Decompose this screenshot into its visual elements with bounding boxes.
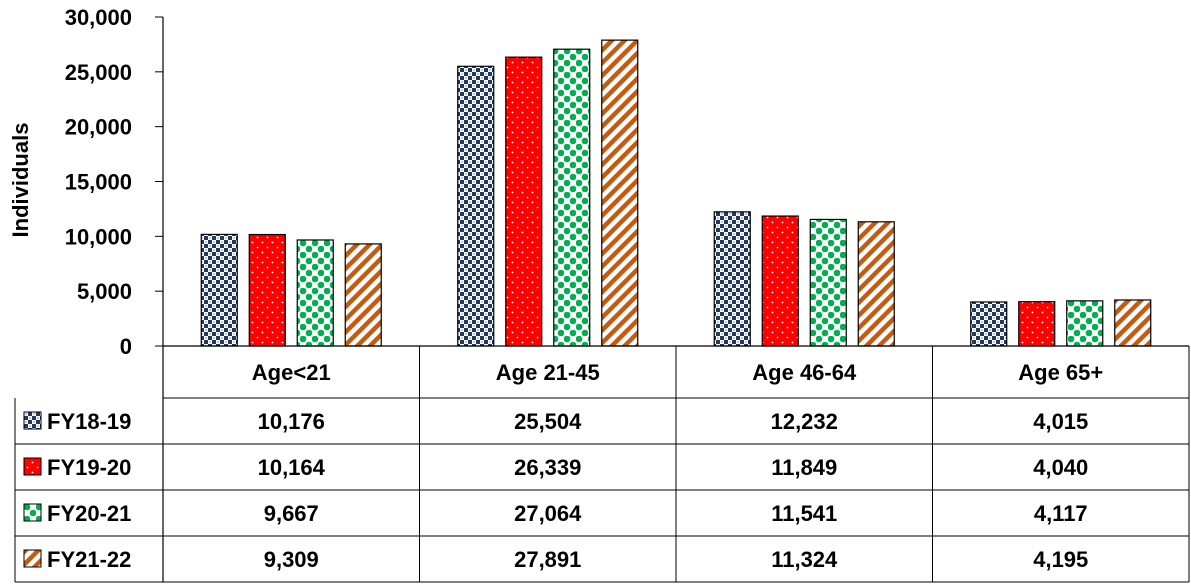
legend-label: FY19-20 [47,455,131,480]
bar [344,243,382,347]
bar [553,48,591,347]
x-tick-label: Age 46-64 [752,360,857,385]
x-tick-label: Age 65+ [1018,360,1103,385]
bar [713,211,751,347]
y-tick-label: 10,000 [65,224,132,249]
axes [162,17,1189,582]
data-table: Age<21 Age 21-45 Age 46-64 Age 65+ FY18-19 10… [14,346,1190,583]
legend-key [23,411,42,430]
legend-key [23,549,42,568]
bar [296,239,334,347]
y-tick-label: 30,000 [65,5,132,30]
bar [1114,299,1152,347]
data-table-cell: 11,324 [771,547,838,572]
data-table-cell: 25,504 [514,409,582,434]
y-tick-label: 0 [120,334,132,359]
data-table-cell: 9,309 [264,547,319,572]
data-table-cell: 27,891 [514,547,581,572]
bar [505,56,543,347]
data-table-cell: 26,339 [514,455,581,480]
y-tick-label: 25,000 [65,60,132,85]
data-table-cell: 27,064 [514,501,582,526]
data-table-cell: 4,015 [1033,409,1088,434]
legend-key [23,457,42,476]
data-table-cell: 4,117 [1034,501,1088,526]
bars [200,39,1152,347]
data-table-cell: 12,232 [771,409,838,434]
bar [1018,301,1056,347]
bar [601,39,639,347]
legend-label: FY18-19 [47,409,131,434]
bar [248,233,286,347]
bar [457,65,495,347]
y-tick-label: 20,000 [65,115,132,140]
data-table-cell: 11,541 [771,501,837,526]
y-tick-label: 15,000 [65,170,132,195]
bar [970,301,1008,347]
data-table-cell: 10,164 [258,455,326,480]
legend-key [23,503,42,522]
y-axis-title: Individuals [8,123,33,238]
bar [809,218,847,347]
y-tick-label: 5,000 [77,279,132,304]
bar [1066,300,1104,347]
bar [761,215,799,347]
legend-label: FY21-22 [47,547,131,572]
data-table-cell: 4,040 [1033,455,1088,480]
data-table-cell: 4,195 [1033,547,1088,572]
data-table-cell: 9,667 [264,501,319,526]
legend-label: FY20-21 [47,501,131,526]
x-tick-label: Age<21 [252,360,331,385]
x-tick-label: Age 21-45 [496,360,600,385]
bar [857,221,895,347]
data-table-cell: 10,176 [258,409,325,434]
y-axis-ticks: 0 5,000 10,000 15,000 20,000 25,000 30,000 [65,5,163,359]
data-table-cell: 11,849 [771,455,837,480]
bar [200,233,238,347]
